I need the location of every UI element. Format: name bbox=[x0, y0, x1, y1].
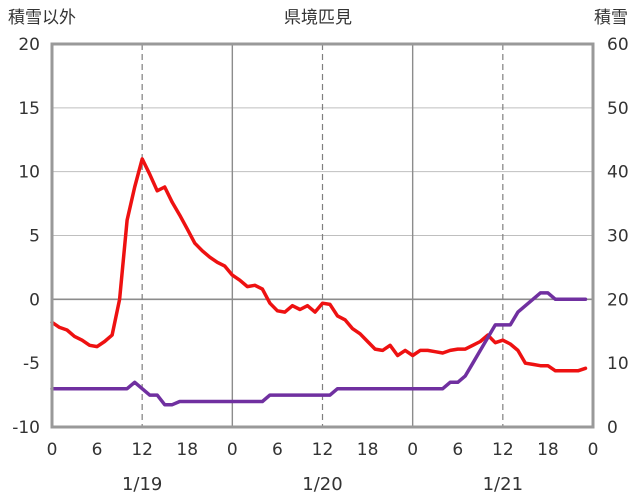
y-left-tick-label: -5 bbox=[23, 354, 40, 374]
left-axis-title: 積雪以外 bbox=[8, 8, 76, 28]
x-tick-label: 12 bbox=[312, 440, 334, 460]
y-left-tick-label: 20 bbox=[18, 35, 40, 55]
x-tick-label: 12 bbox=[492, 440, 514, 460]
date-label: 1/21 bbox=[483, 474, 523, 495]
series-line-1 bbox=[50, 157, 588, 373]
grid bbox=[52, 44, 593, 427]
x-tick-label: 6 bbox=[92, 440, 103, 460]
y-right-tick-label: 60 bbox=[607, 35, 629, 55]
x-tick-label: 6 bbox=[272, 440, 283, 460]
right-axis-title: 積雪 bbox=[594, 8, 628, 28]
y-right-tick-label: 50 bbox=[607, 99, 629, 119]
y-left-tick-label: 0 bbox=[29, 290, 40, 310]
x-tick-label: 0 bbox=[588, 440, 599, 460]
y-left-tick-label: -10 bbox=[12, 418, 40, 438]
x-tick-label: 6 bbox=[452, 440, 463, 460]
x-tick-label: 12 bbox=[131, 440, 153, 460]
x-tick-label: 18 bbox=[357, 440, 379, 460]
y-right-tick-label: 30 bbox=[607, 227, 629, 247]
y-right-tick-label: 40 bbox=[607, 163, 629, 183]
y-left-tick-label: 15 bbox=[18, 99, 40, 119]
x-tick-label: 0 bbox=[407, 440, 418, 460]
x-tick-label: 0 bbox=[47, 440, 58, 460]
date-label: 1/20 bbox=[302, 474, 342, 495]
x-tick-label: 18 bbox=[537, 440, 559, 460]
y-right-tick-label: 20 bbox=[607, 290, 629, 310]
series-group bbox=[50, 157, 588, 407]
x-tick-label: 0 bbox=[227, 440, 238, 460]
series-line-2 bbox=[50, 291, 588, 407]
y-right-tick-label: 10 bbox=[607, 354, 629, 374]
chart-title: 県境匹見 bbox=[284, 8, 352, 28]
y-left-tick-label: 10 bbox=[18, 163, 40, 183]
y-left-tick-label: 5 bbox=[29, 227, 40, 247]
x-tick-label: 18 bbox=[176, 440, 198, 460]
y-right-tick-label: 0 bbox=[607, 418, 618, 438]
date-label: 1/19 bbox=[122, 474, 162, 495]
plot-area-border bbox=[50, 42, 595, 429]
